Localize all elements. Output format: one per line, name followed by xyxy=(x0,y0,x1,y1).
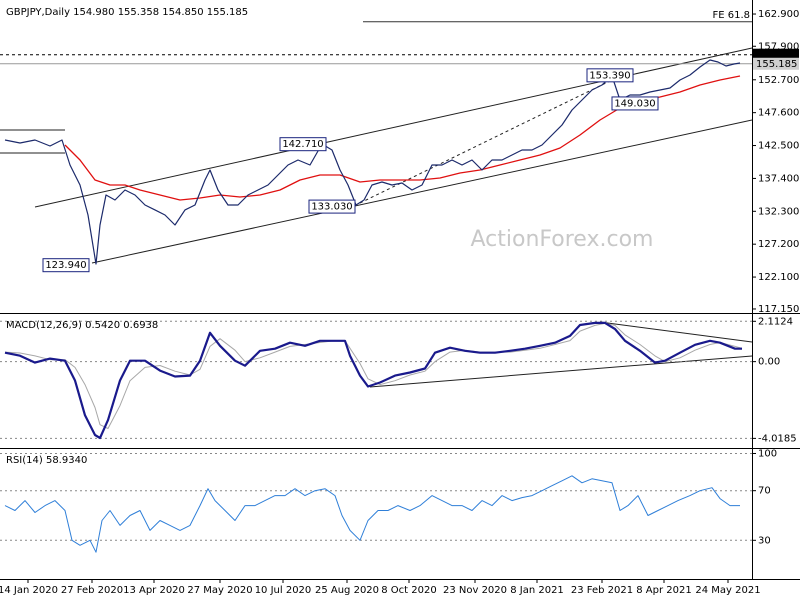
x-tick-label: 13 Apr 2020 xyxy=(123,585,185,596)
watermark: ActionForex.com xyxy=(471,227,654,252)
annotation-label: 133.030 xyxy=(311,202,352,213)
y-tick-label: 100 xyxy=(758,448,777,459)
annotation-box xyxy=(611,96,659,111)
y-tick-label: 162.900 xyxy=(758,9,799,20)
y-tick-label: 70 xyxy=(758,486,771,497)
price-tag-label: 156.590 xyxy=(756,50,797,61)
x-tick-label: 23 Feb 2021 xyxy=(571,585,633,596)
series-line xyxy=(4,321,742,440)
x-tick-label: 25 Aug 2020 xyxy=(315,585,379,596)
annotation-label: 153.390 xyxy=(589,70,630,81)
annotation-box xyxy=(586,68,634,83)
panel-title: RSI(14) 58.9340 xyxy=(6,455,87,466)
panel xyxy=(0,452,752,553)
x-tick-label: 24 May 2021 xyxy=(695,585,760,596)
y-tick-label: 30 xyxy=(758,535,771,546)
x-tick-label: 14 Jan 2020 xyxy=(0,585,58,596)
y-tick-label: 132.300 xyxy=(758,206,799,217)
x-tick-label: 10 Jul 2020 xyxy=(255,585,312,596)
x-tick-label: 8 Apr 2021 xyxy=(636,585,691,596)
y-tick-label: 157.900 xyxy=(758,41,799,52)
x-tick-label: 27 May 2020 xyxy=(187,585,252,596)
annotation-label: 123.940 xyxy=(45,260,86,271)
annotation-label: 142.710 xyxy=(282,139,323,150)
y-tick-label: 0.00 xyxy=(758,357,780,368)
panel xyxy=(0,320,752,440)
series-line xyxy=(4,322,743,429)
annotation-label: 149.030 xyxy=(614,98,655,109)
panel-title: MACD(12,26,9) 0.5420 0.6938 xyxy=(6,320,158,331)
series-line xyxy=(4,475,740,553)
x-tick-label: 8 Jan 2021 xyxy=(510,585,564,596)
annotation-box xyxy=(308,199,356,214)
annotation-box xyxy=(279,137,327,152)
price-tag xyxy=(753,57,799,70)
y-tick-label: 142.500 xyxy=(758,141,799,152)
y-tick-label: 117.150 xyxy=(758,304,799,315)
x-tick-label: 27 Feb 2020 xyxy=(61,585,123,596)
y-tick-label: 127.200 xyxy=(758,239,799,250)
x-tick-label: 23 Nov 2020 xyxy=(443,585,507,596)
price-tag xyxy=(753,48,799,61)
macd-trend-lower xyxy=(369,355,753,388)
x-tick-label: 8 Oct 2020 xyxy=(381,585,436,596)
y-tick-label: 152.700 xyxy=(758,75,799,86)
y-tick-label: 122.100 xyxy=(758,272,799,283)
price-tag-label: 155.185 xyxy=(756,59,797,70)
frame xyxy=(0,0,800,580)
y-tick-label: 2.1124 xyxy=(758,316,793,327)
y-tick-label: -4.0185 xyxy=(758,433,797,444)
channel-lower xyxy=(91,119,753,264)
fe-label: FE 61.8 xyxy=(712,10,750,21)
y-tick-label: 137.400 xyxy=(758,173,799,184)
macd-trend-upper xyxy=(599,321,753,343)
annotation-box xyxy=(42,258,90,273)
dashed-trend xyxy=(359,79,613,204)
y-tick-label: 147.600 xyxy=(758,108,799,119)
panel-title: GBPJPY,Daily 154.980 155.358 154.850 155… xyxy=(6,7,248,18)
